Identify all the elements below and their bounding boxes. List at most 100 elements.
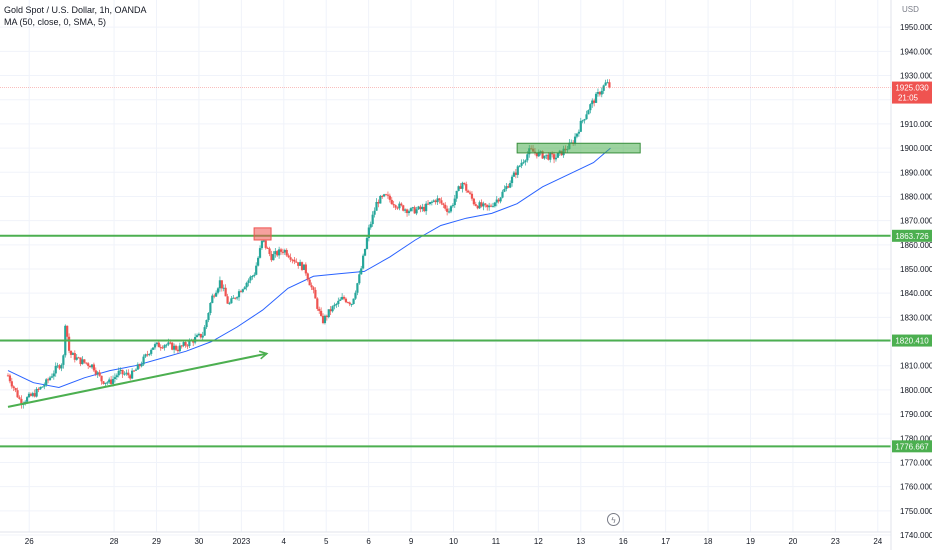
candle-body	[178, 345, 181, 352]
candle-body	[396, 207, 399, 209]
candle-body	[379, 195, 382, 204]
candle-body	[371, 214, 374, 225]
candle-body	[90, 364, 94, 368]
candle-body	[581, 120, 584, 122]
candle-body	[596, 92, 600, 94]
x-tick-label: 11	[492, 537, 501, 546]
candle-body	[48, 377, 52, 380]
candle-body	[608, 82, 611, 88]
candle-body	[186, 345, 189, 347]
candle-body	[474, 204, 477, 206]
candle-body	[258, 248, 262, 258]
candle-body	[159, 347, 162, 349]
candle-body	[257, 257, 260, 266]
candle-body	[54, 365, 57, 374]
candle-body	[249, 276, 252, 281]
candle-body	[493, 202, 496, 207]
candle-body	[381, 195, 384, 197]
candle-body	[60, 364, 63, 369]
candle-body	[56, 365, 59, 367]
candle-body	[197, 333, 201, 336]
candle-body	[299, 262, 302, 266]
candle-body	[180, 345, 183, 347]
x-tick-label: 10	[449, 537, 458, 546]
chart-header: Gold Spot / U.S. Dollar, 1h, OANDA MA (5…	[4, 4, 147, 28]
candle-body	[421, 206, 424, 210]
candle-body	[310, 285, 313, 288]
candle-body	[131, 370, 134, 379]
candle-body	[392, 204, 395, 206]
y-tick-label: 1930.000	[900, 72, 932, 81]
candle-body	[297, 262, 300, 266]
price-axis[interactable]: USD 1740.000 1750.000 1760.000 1770.000 1780.…	[900, 5, 932, 540]
candle-body	[587, 110, 590, 115]
support-resistance-levels[interactable]	[0, 87, 891, 448]
candle-body	[428, 202, 432, 205]
time-axis[interactable]: 26 28 29 30 2023 4 5 6 9 10 11 12 13 16 17 18 19 20 23 24	[25, 537, 883, 546]
candle-body	[413, 207, 416, 214]
candle-body	[58, 365, 61, 369]
candle-body	[31, 393, 34, 396]
x-tick-label: 12	[534, 537, 543, 546]
candle-body	[604, 82, 607, 86]
candle-body	[348, 302, 351, 305]
candle-body	[77, 357, 80, 359]
candle-body	[409, 208, 412, 212]
countdown-label: 21:05	[898, 94, 919, 103]
candle-body	[33, 393, 36, 397]
candle-body	[499, 197, 502, 202]
candle-body	[325, 315, 328, 318]
x-tick-label: 9	[409, 537, 414, 546]
candle-body	[262, 240, 265, 242]
candle-body	[400, 203, 403, 206]
candle-body	[278, 249, 281, 256]
drawings[interactable]	[7, 142, 641, 408]
candle-body	[360, 268, 363, 275]
candle-body	[52, 373, 55, 377]
candle-body	[239, 291, 243, 293]
y-tick-label: 1740.000	[900, 531, 932, 540]
candle-body	[598, 92, 601, 95]
candle-body	[426, 203, 430, 205]
grid	[0, 0, 891, 536]
candle-body	[245, 282, 248, 288]
candle-body	[270, 253, 273, 261]
candle-body	[43, 385, 46, 387]
candle-body	[146, 354, 149, 356]
x-tick-label: 6	[366, 537, 371, 546]
candle-body	[226, 296, 229, 304]
candle-body	[505, 186, 508, 189]
candle-body	[50, 376, 54, 378]
candle-body	[264, 240, 267, 248]
candle-body	[295, 261, 298, 263]
candle-body	[425, 203, 428, 212]
candle-body	[316, 298, 319, 309]
symbol-title[interactable]: Gold Spot / U.S. Dollar, 1h, OANDA	[4, 5, 147, 15]
candle-body	[541, 151, 544, 159]
candle-body	[545, 154, 548, 156]
candle-body	[467, 190, 470, 193]
x-tick-label: 17	[661, 537, 670, 546]
candle-body	[195, 335, 199, 338]
candle-body	[37, 388, 40, 390]
candle-body	[591, 100, 594, 105]
candle-body	[215, 292, 218, 297]
candle-body	[25, 397, 29, 402]
y-tick-label: 1830.000	[900, 313, 932, 322]
candle-body	[163, 345, 166, 348]
candle-body	[20, 398, 23, 405]
candle-body	[436, 198, 439, 203]
candle-body	[161, 347, 164, 349]
candle-body	[312, 287, 315, 290]
demand-box	[516, 142, 641, 154]
candle-body	[472, 198, 475, 205]
candle-body	[169, 342, 172, 344]
x-tick-label: 5	[324, 537, 329, 546]
candle-body	[184, 342, 187, 346]
candle-body	[71, 353, 75, 355]
indicator-legend[interactable]: MA (50, close, 0, SMA, 5)	[4, 17, 107, 27]
candle-body	[98, 372, 101, 376]
candle-body	[274, 251, 277, 255]
lightning-icon[interactable]: ϟ	[607, 513, 620, 526]
